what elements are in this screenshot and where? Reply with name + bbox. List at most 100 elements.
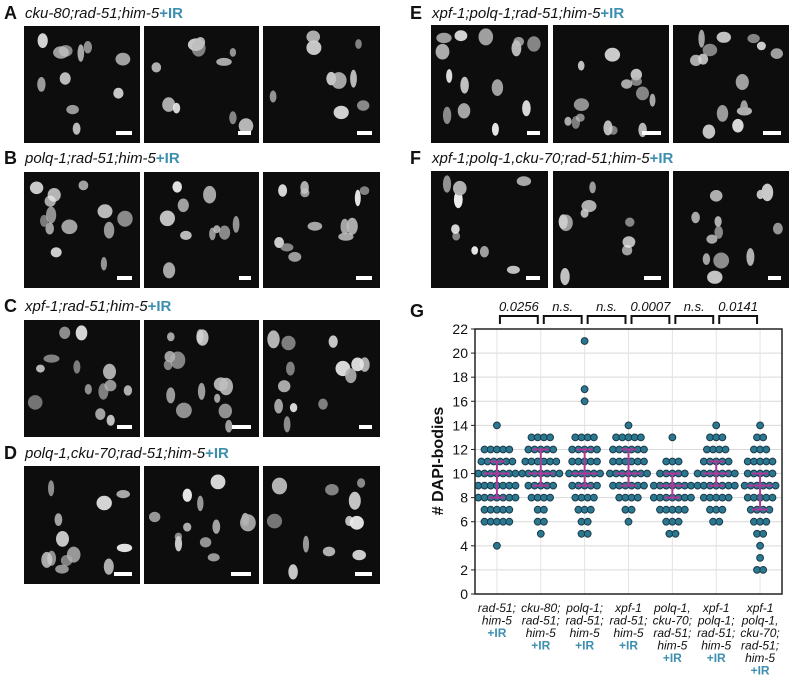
dapi-body [589, 181, 596, 194]
y-tick-label: 4 [460, 538, 468, 554]
dapi-body [732, 118, 744, 133]
dapi-body [625, 217, 635, 227]
dapi-body [322, 546, 336, 557]
dapi-body [706, 234, 718, 244]
dapi-body [630, 68, 642, 81]
dapi-body [210, 474, 226, 490]
dapi-body [352, 549, 366, 561]
chromosome-bodies [690, 29, 783, 139]
data-point [730, 481, 739, 490]
dapi-body [460, 76, 469, 94]
data-point [552, 457, 561, 466]
micrograph-b2 [144, 172, 259, 288]
dapi-body [349, 515, 364, 530]
dapi-body [50, 247, 62, 258]
chromosome-bodies [442, 175, 532, 274]
dapi-body [325, 484, 339, 496]
dapi-body [691, 211, 700, 224]
category-label: polq-1, [653, 601, 691, 615]
micrograph-d3 [263, 466, 380, 584]
data-point [536, 529, 545, 538]
category-label: rad-51; [522, 614, 560, 628]
dapi-body [359, 186, 370, 195]
category-label: rad-51; [566, 614, 604, 628]
y-tick-label: 14 [452, 417, 468, 433]
dapi-body [159, 210, 175, 227]
category-label: xpf-1 [702, 601, 730, 615]
dapi-body [240, 514, 256, 532]
ir-label: +IR [155, 150, 180, 167]
dapi-body [560, 268, 570, 286]
scale-bar [355, 572, 372, 576]
category-label: +IR [531, 639, 550, 653]
dapi-body [117, 210, 133, 227]
data-point [580, 337, 589, 345]
panel-letter-d: D [4, 443, 17, 463]
chromosome-bodies [435, 28, 541, 136]
dapi-body [716, 31, 731, 43]
scale-bar [117, 425, 132, 429]
scale-bar [359, 425, 372, 429]
dapi-body [491, 122, 499, 136]
dapi-body [45, 222, 54, 235]
data-point [593, 445, 601, 454]
data-point [756, 554, 764, 562]
data-point [671, 529, 680, 538]
dapi-body [453, 180, 467, 196]
ir-label: +IR [649, 150, 674, 167]
data-point [546, 433, 554, 442]
dapi-body [573, 98, 589, 111]
dapi-body [214, 393, 221, 403]
significance-label: n.s. [552, 299, 573, 314]
category-label: him-5 [613, 626, 643, 640]
data-point [493, 541, 501, 550]
y-tick-label: 16 [452, 393, 468, 409]
dapi-body [172, 181, 182, 193]
dapi-body [604, 47, 621, 62]
category-label: +IR [575, 639, 594, 653]
data-point [580, 385, 589, 394]
dapi-body [452, 231, 461, 241]
dapi-body [72, 122, 81, 135]
data-point [593, 481, 601, 490]
genotype-label: cku-80;rad-51;him-5 [25, 5, 160, 22]
panel-letter-a: A [4, 3, 17, 23]
dapi-body [166, 387, 176, 404]
dapi-body [212, 519, 221, 534]
dapi-body [225, 419, 233, 433]
dapi-body [164, 351, 176, 363]
chromosome-bodies [37, 33, 131, 135]
dapi-body [269, 90, 277, 103]
data-point [724, 493, 733, 502]
chromosome-bodies [269, 30, 370, 120]
dapi-body [357, 100, 370, 111]
significance-bracket [718, 315, 759, 324]
category-label: polq-1; [697, 614, 735, 628]
dapi-body [761, 183, 774, 202]
micrograph-e2 [553, 25, 669, 143]
dapi-body [702, 43, 718, 57]
data-point [593, 457, 601, 466]
dapi-body [180, 230, 192, 240]
dapi-body [354, 189, 361, 207]
category-label: polq-1, [741, 614, 779, 628]
category-label: rad-51; [609, 614, 647, 628]
dapi-body [40, 214, 49, 227]
dapi-body [95, 408, 106, 420]
chromosome-bodies [163, 329, 233, 433]
dapi-body [116, 490, 130, 499]
category-label: him-5 [482, 614, 512, 628]
dapi-body [267, 330, 280, 349]
data-point [756, 541, 764, 550]
dapi-body [199, 537, 212, 548]
micrograph-d2 [144, 466, 259, 584]
dapi-body [340, 218, 350, 235]
dapi-body [698, 53, 709, 65]
dapi-body [197, 495, 204, 512]
data-point [721, 445, 730, 454]
panel-title-d: polq-1,cku-70;rad-51;him-5+IR [25, 445, 229, 462]
dapi-body [558, 214, 568, 229]
chromosome-bodies [29, 180, 133, 271]
dapi-body [457, 103, 471, 119]
ir-label: +IR [147, 298, 172, 315]
